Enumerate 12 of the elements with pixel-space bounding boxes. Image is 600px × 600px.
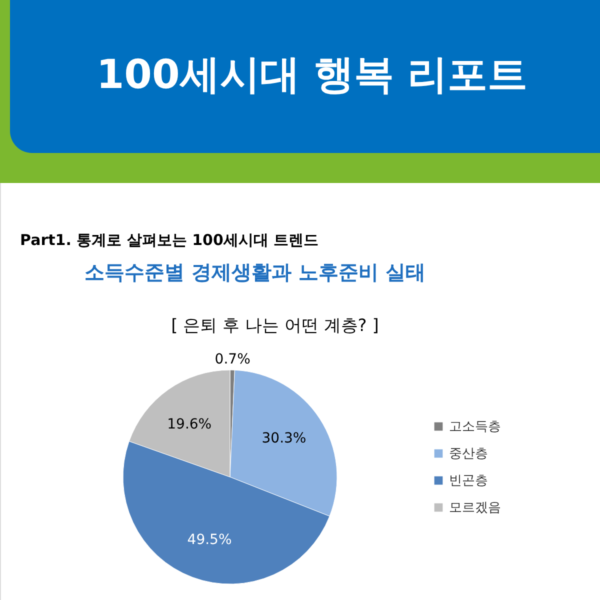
text: [ 은퇴 후 나는 어떤 계층? ]: [171, 316, 379, 336]
data-label: 19.6%: [167, 416, 212, 433]
data-label: 49.5%: [187, 532, 232, 548]
chart-subtitle: 소득수준별 경제생활과 노후준비 실태: [84, 260, 426, 284]
data-label: 0.7%: [214, 351, 250, 368]
legend-label: 모르겠음: [449, 500, 501, 516]
data-label: 30.3%: [262, 430, 306, 446]
text: Part1. 통계로 살펴보는 100세시대 트렌드: [20, 231, 319, 249]
legend-label: 빈곤층: [449, 474, 488, 488]
legend-label: 고소득층: [449, 420, 501, 434]
legend-label: 중산층: [449, 446, 488, 462]
chart-title: 100세시대 행복 리포트: [96, 52, 528, 98]
